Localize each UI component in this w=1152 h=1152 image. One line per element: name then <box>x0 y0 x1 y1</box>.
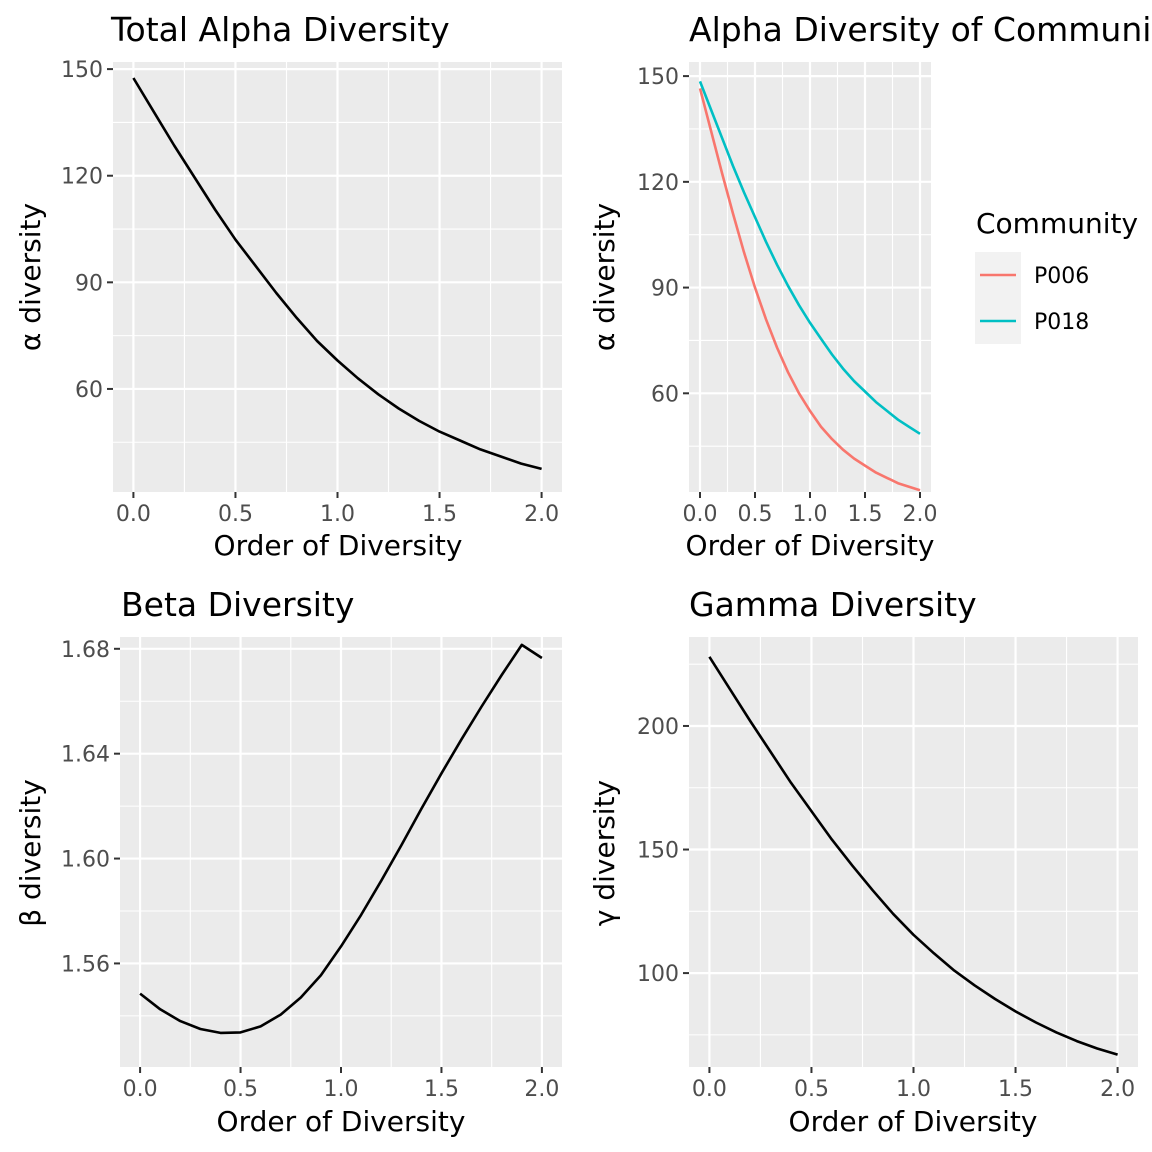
y-tick-label: 1.64 <box>61 743 110 768</box>
x-tick-label: 1.5 <box>424 1077 459 1102</box>
x-tick-label: 0.5 <box>218 502 253 527</box>
y-tick-label: 120 <box>61 165 103 190</box>
y-tick-label: 120 <box>637 171 679 196</box>
x-axis-title: Order of Diversity <box>217 1105 466 1138</box>
x-tick-label: 1.0 <box>896 1077 931 1102</box>
x-axis-title: Order of Diversity <box>789 1105 1038 1138</box>
x-tick-label: 0.5 <box>223 1077 258 1102</box>
series-line-p006 <box>698 88 921 492</box>
x-tick-label: 1.0 <box>324 1077 359 1102</box>
series-line-0 <box>132 77 542 471</box>
legend-label-p006: P006 <box>1034 264 1089 289</box>
series-line-0 <box>708 656 1118 1056</box>
x-tick-label: 0.0 <box>683 502 718 527</box>
panel-title: Beta Diversity <box>121 585 354 624</box>
panel-communities-alpha: Alpha Diversity of Communities Order of … <box>588 10 1152 562</box>
x-tick-label: 0.0 <box>116 502 151 527</box>
x-tick-label: 0.0 <box>123 1077 158 1102</box>
panel-beta: Beta Diversity Order of Diversity β dive… <box>14 585 465 1138</box>
y-axis-title: γ diversity <box>588 780 621 926</box>
panel-gamma: Gamma Diversity Order of Diversity γ div… <box>588 585 1037 1138</box>
x-tick-label: 2.0 <box>1100 1077 1135 1102</box>
x-tick-label: 0.5 <box>738 502 773 527</box>
panel-title: Alpha Diversity of Communities <box>689 10 1152 49</box>
x-tick-label: 2.0 <box>524 502 559 527</box>
y-axis-title: α diversity <box>14 203 47 351</box>
y-tick-label: 90 <box>75 271 103 296</box>
legend-label-p018: P018 <box>1034 310 1089 335</box>
y-tick-label: 100 <box>637 962 679 987</box>
series-line-0 <box>139 643 543 1035</box>
x-axis-title: Order of Diversity <box>686 529 935 562</box>
x-tick-label: 0.0 <box>692 1077 727 1102</box>
y-tick-label: 60 <box>651 382 679 407</box>
legend-title: Community <box>976 207 1138 240</box>
y-axis-title: α diversity <box>588 203 621 351</box>
y-tick-label: 60 <box>75 378 103 403</box>
panel-total-alpha: Total Alpha Diversity Order of Diversity… <box>14 10 462 562</box>
y-axis-title: β diversity <box>14 779 47 927</box>
x-tick-label: 1.5 <box>998 1077 1033 1102</box>
plot-total-alpha: 60 90 120 150 0.0 0.5 1.0 1.5 2.0 <box>61 58 562 527</box>
y-tick-label: 150 <box>637 839 679 864</box>
x-tick-label: 1.5 <box>422 502 457 527</box>
plot-gamma: 100 150 200 0.0 0.5 1.0 1.5 2.0 <box>637 637 1138 1102</box>
panel-title: Gamma Diversity <box>689 585 977 624</box>
plot-beta: 1.56 1.60 1.64 1.68 0.0 0.5 1.0 1.5 2.0 <box>61 637 562 1102</box>
x-tick-label: 2.0 <box>903 502 938 527</box>
y-tick-label: 90 <box>651 277 679 302</box>
legend: Community P006 P018 <box>975 207 1138 344</box>
y-tick-label: 150 <box>61 58 103 83</box>
x-tick-label: 1.0 <box>793 502 828 527</box>
panel-title: Total Alpha Diversity <box>110 10 450 49</box>
y-tick-label: 200 <box>637 715 679 740</box>
x-tick-label: 2.0 <box>524 1077 559 1102</box>
x-tick-label: 1.0 <box>320 502 355 527</box>
y-tick-label: 1.68 <box>61 638 110 663</box>
series-line-p018 <box>698 80 921 435</box>
y-tick-label: 1.60 <box>61 848 110 873</box>
y-tick-label: 150 <box>637 65 679 90</box>
x-tick-label: 0.5 <box>794 1077 829 1102</box>
x-axis-title: Order of Diversity <box>214 529 463 562</box>
plot-communities-alpha: 60 90 120 150 0.0 0.5 1.0 1.5 2.0 <box>637 62 938 527</box>
y-tick-label: 1.56 <box>61 952 110 977</box>
x-tick-label: 1.5 <box>848 502 883 527</box>
